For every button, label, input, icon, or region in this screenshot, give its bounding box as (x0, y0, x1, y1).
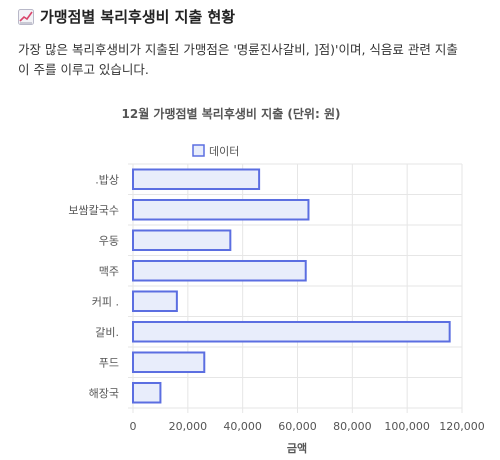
chart-increasing-icon (18, 8, 34, 25)
description-line-1: 가장 많은 복리후생비가 지출된 가맹점은 '명륜진사갈비, ]점)'이며, 식… (18, 42, 458, 57)
y-tick-label: 커피 . (92, 295, 119, 308)
x-axis-title: 금액 (287, 442, 307, 455)
x-tick-label: 0 (130, 420, 137, 433)
x-tick-label: 100,000 (384, 420, 430, 433)
bar (132, 198, 310, 221)
legend: 데이터 (192, 144, 239, 158)
y-tick-label: .밥상 (95, 173, 119, 186)
bar (132, 259, 307, 282)
bar (132, 351, 206, 374)
description: 가장 많은 복리후생비가 지출된 가맹점은 '명륜진사갈비, ]점)'이며, 식… (18, 40, 488, 80)
description-line-2: 이 주를 이루고 있습니다. (18, 62, 149, 77)
legend-label: 데이터 (209, 145, 239, 158)
page-title: 가맹점별 복리후생비 지출 현황 (18, 6, 235, 27)
bars (132, 168, 451, 404)
y-tick-label: 맥주 (99, 265, 119, 278)
legend-swatch (192, 144, 205, 157)
chart-title: 12월 가맹점별 복리후생비 지출 (단위: 원) (122, 106, 341, 121)
x-tick-label: 60,000 (278, 420, 317, 433)
page-title-text: 가맹점별 복리후생비 지출 현황 (40, 8, 236, 26)
bar (132, 381, 162, 404)
y-tick-label: 보쌈칼국수 (68, 204, 119, 217)
bar (132, 290, 178, 313)
y-tick-label: 우동 (99, 234, 119, 247)
bar (132, 320, 451, 343)
bar (132, 229, 232, 252)
y-tick-label: 갈비. (95, 325, 119, 339)
x-tick-label: 40,000 (223, 420, 262, 433)
x-tick-label: 20,000 (169, 420, 208, 433)
y-tick-label: 해장국 (89, 386, 119, 400)
x-tick-label: 120,000 (439, 420, 485, 433)
x-tick-label: 80,000 (333, 420, 372, 433)
bar (132, 168, 261, 191)
x-axis-labels: 0 20,000 40,000 60,000 80,000 100,000 120,000 (130, 420, 485, 433)
y-tick-label: 푸드 (99, 356, 119, 369)
